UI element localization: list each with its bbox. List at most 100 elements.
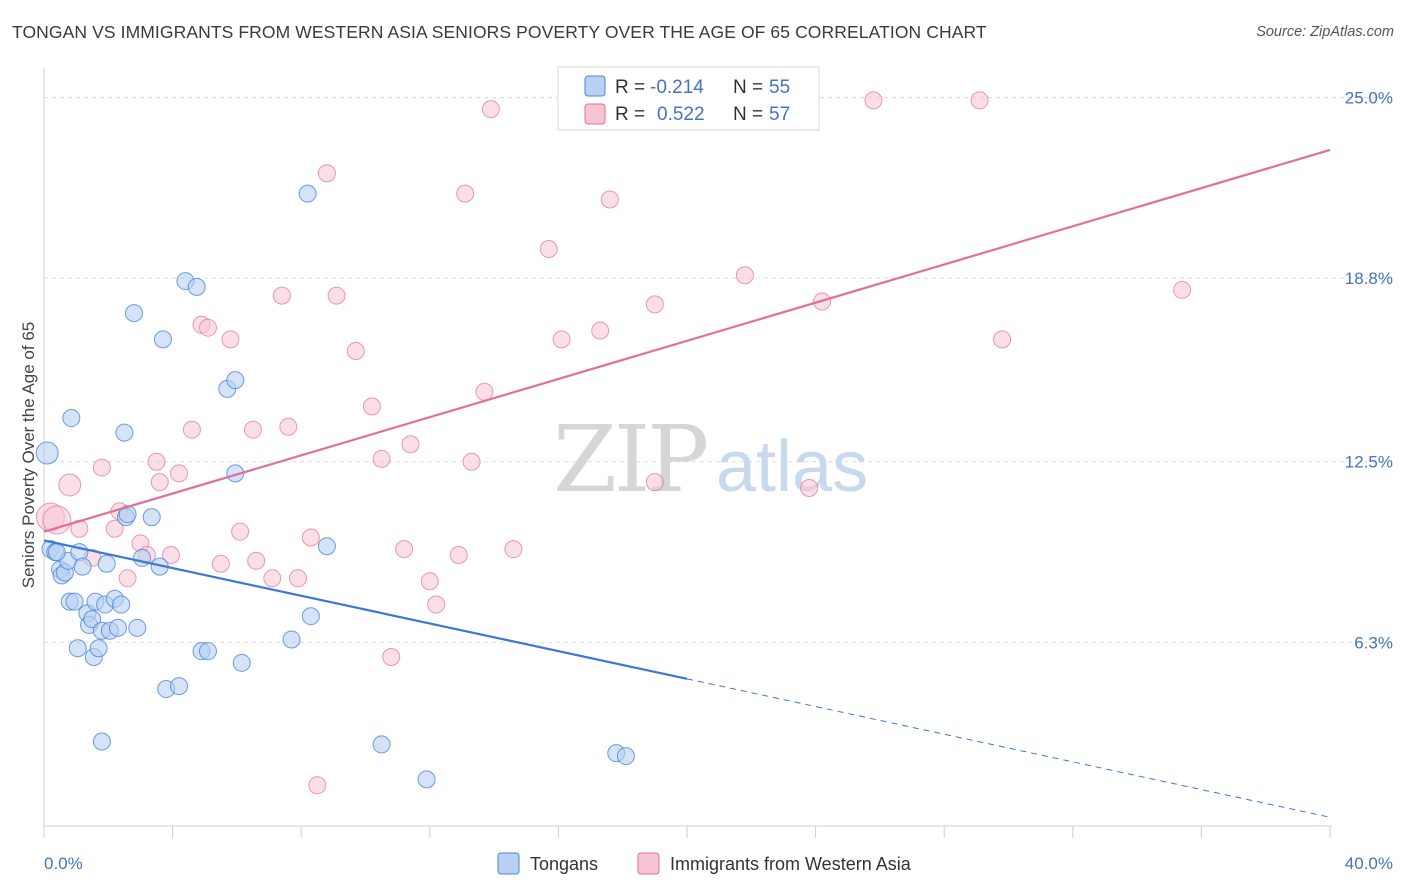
correlation-legend: R = -0.214 N = 55 R = 0.522 N = 57	[557, 66, 820, 131]
point-immigrants-36	[401, 435, 420, 454]
point-tongans-49	[417, 770, 436, 789]
legend-r-label-2: R =	[615, 104, 645, 125]
point-immigrants-42	[475, 382, 494, 401]
legend-swatch-pink	[584, 103, 606, 125]
point-tongans-8	[62, 409, 81, 428]
y-tick-label-2: 18.8%	[1345, 269, 1393, 288]
point-tongans-47	[317, 537, 336, 556]
point-tongans-44	[298, 184, 317, 203]
trend-line-tongans	[43, 539, 688, 680]
series-tongans	[35, 184, 635, 789]
point-tongans-45	[282, 630, 301, 649]
point-immigrants-40	[456, 184, 475, 203]
x-tick-labels: 0.0% 40.0%	[44, 854, 1393, 873]
point-tongans-25	[112, 595, 131, 614]
point-immigrants-39	[449, 545, 468, 564]
trend-line-tongans-extrapolated	[686, 678, 1331, 818]
point-tongans-0	[35, 441, 59, 465]
point-tongans-26	[115, 423, 134, 442]
point-immigrants-5	[92, 458, 111, 477]
point-immigrants-12	[150, 473, 169, 492]
legend-n-label-2: N =	[733, 104, 763, 125]
point-immigrants-21	[243, 420, 262, 439]
legend-r-value-1: -0.214	[650, 77, 704, 98]
point-immigrants-19	[221, 330, 240, 349]
point-immigrants-46	[552, 330, 571, 349]
point-tongans-37	[187, 277, 206, 296]
series-immigrants-western-asia	[35, 91, 1192, 795]
grid-lines	[44, 96, 1390, 643]
watermark-zip: ZIP	[553, 406, 706, 513]
point-immigrants-2	[58, 473, 82, 497]
y-tick-label-1: 12.5%	[1345, 453, 1393, 472]
point-immigrants-34	[382, 647, 401, 666]
point-immigrants-45	[539, 240, 558, 259]
point-immigrants-26	[288, 569, 307, 588]
point-immigrants-6	[105, 519, 124, 538]
point-immigrants-18	[211, 554, 230, 573]
watermark: ZIP atlas	[553, 406, 868, 513]
point-tongans-10	[68, 639, 87, 658]
legend-swatch-immigrants	[637, 852, 660, 875]
legend-n-value-1: 55	[769, 77, 790, 98]
point-immigrants-51	[735, 266, 754, 285]
point-tongans-24	[108, 618, 127, 637]
point-immigrants-20	[231, 522, 250, 541]
point-immigrants-31	[346, 342, 365, 361]
point-immigrants-38	[427, 595, 446, 614]
point-tongans-54	[47, 543, 66, 562]
point-immigrants-25	[279, 417, 298, 436]
point-immigrants-13	[161, 545, 180, 564]
point-tongans-52	[92, 732, 111, 751]
point-immigrants-50	[645, 473, 664, 492]
point-tongans-31	[142, 508, 161, 527]
point-immigrants-37	[420, 572, 439, 591]
y-axis-title: Seniors Poverty Over the Age of 65	[19, 322, 38, 588]
point-immigrants-35	[395, 540, 414, 559]
point-immigrants-24	[272, 286, 291, 305]
point-immigrants-14	[170, 464, 189, 483]
point-immigrants-22	[247, 551, 266, 570]
series-legend: Tongans Immigrants from Western Asia	[497, 852, 912, 875]
legend-label-tongans: Tongans	[530, 854, 598, 874]
source-credit: Source: ZipAtlas.com	[1256, 24, 1394, 40]
point-tongans-9	[65, 592, 84, 611]
point-tongans-12	[73, 557, 92, 576]
point-immigrants-30	[327, 286, 346, 305]
point-immigrants-1	[42, 505, 72, 535]
trend-line-immigrants	[43, 148, 1331, 533]
y-tick-labels: 6.3% 12.5% 18.8% 25.0%	[1345, 88, 1393, 652]
y-tick-label-0: 6.3%	[1354, 633, 1393, 652]
point-immigrants-23	[263, 569, 282, 588]
point-immigrants-29	[317, 164, 336, 183]
watermark-atlas: atlas	[716, 427, 868, 507]
point-immigrants-15	[182, 420, 201, 439]
y-tick-label-3: 25.0%	[1345, 88, 1393, 107]
trend-lines	[43, 148, 1331, 818]
point-tongans-42	[226, 371, 245, 390]
point-immigrants-54	[864, 91, 883, 110]
point-immigrants-8	[118, 569, 137, 588]
chart-title: TONGAN VS IMMIGRANTS FROM WESTERN ASIA S…	[12, 22, 987, 42]
point-tongans-28	[125, 304, 144, 323]
point-immigrants-28	[308, 776, 327, 795]
point-immigrants-47	[591, 321, 610, 340]
point-tongans-18	[89, 639, 108, 658]
point-immigrants-33	[372, 449, 391, 468]
point-tongans-43	[232, 653, 251, 672]
legend-swatch-tongans	[497, 852, 520, 875]
point-immigrants-56	[993, 330, 1012, 349]
point-tongans-33	[153, 330, 172, 349]
legend-r-value-2: 0.522	[657, 104, 705, 125]
point-tongans-21	[97, 554, 116, 573]
point-tongans-51	[616, 747, 635, 766]
point-tongans-46	[301, 607, 320, 626]
point-immigrants-48	[600, 190, 619, 209]
point-tongans-39	[198, 642, 217, 661]
legend-r-label-1: R =	[615, 77, 645, 98]
point-immigrants-32	[362, 397, 381, 416]
point-tongans-15	[83, 610, 102, 629]
point-immigrants-49	[645, 295, 664, 314]
point-immigrants-55	[970, 91, 989, 110]
